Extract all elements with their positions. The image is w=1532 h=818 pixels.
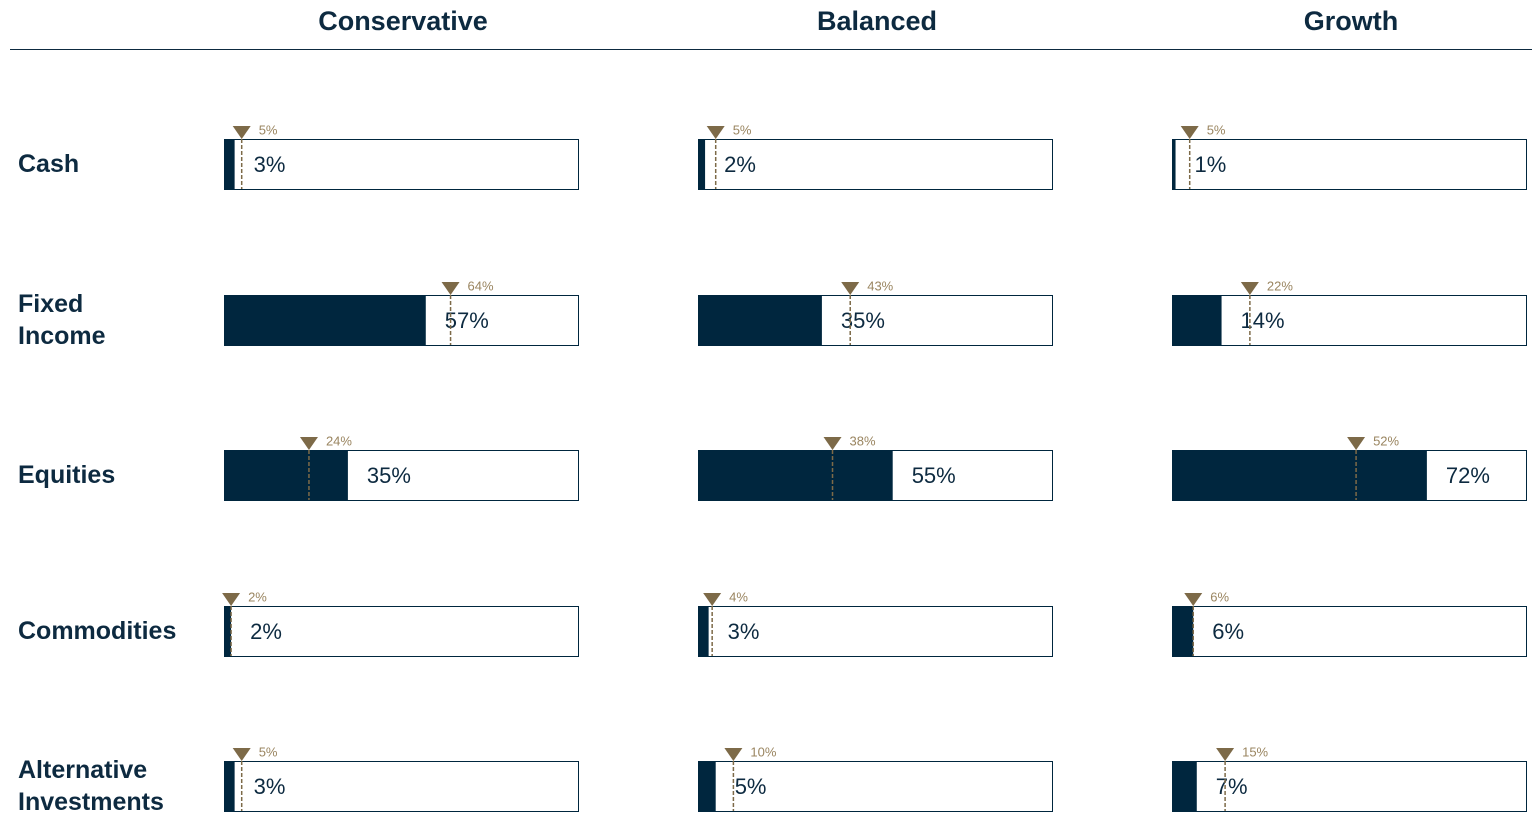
bar [1172, 761, 1197, 812]
value-label: 3% [728, 619, 760, 644]
target-marker [232, 126, 251, 139]
value-label: 35% [841, 308, 885, 333]
target-marker [1347, 437, 1366, 450]
row-label: Fixed Income [18, 290, 106, 350]
bar [698, 606, 709, 657]
bar-frame [1172, 761, 1527, 812]
value-label: 2% [724, 152, 756, 177]
bar [698, 450, 893, 501]
value-label: 72% [1446, 463, 1490, 488]
target-marker [724, 748, 743, 761]
value-label: 57% [445, 308, 489, 333]
bar [1172, 606, 1194, 657]
bar-frame [224, 606, 579, 657]
target-marker [706, 126, 725, 139]
bar [1172, 450, 1427, 501]
bar [1172, 139, 1176, 190]
row-label: Equities [18, 461, 116, 489]
value-label: 3% [254, 774, 286, 799]
value-label: 55% [912, 463, 956, 488]
target-marker [299, 437, 318, 450]
column-title: Conservative [318, 6, 488, 36]
row-label: Alternative Investments [18, 756, 164, 816]
bar [698, 761, 716, 812]
bar [224, 139, 235, 190]
target-marker [441, 282, 460, 295]
bar-frame [1172, 606, 1527, 657]
row-label: Commodities [18, 617, 177, 645]
target-label: 24% [326, 433, 352, 448]
bar-frame [224, 139, 579, 190]
value-label: 3% [254, 152, 286, 177]
bar-frame [1172, 295, 1527, 346]
value-label: 5% [735, 774, 767, 799]
target-label: 5% [259, 744, 278, 759]
target-label: 6% [1210, 589, 1229, 604]
bar [224, 295, 426, 346]
target-marker [703, 593, 722, 606]
target-label: 64% [468, 278, 494, 293]
row-label: Cash [18, 150, 80, 178]
bar-frame [224, 761, 579, 812]
bar [224, 606, 232, 657]
target-label: 15% [1242, 744, 1268, 759]
bar [1172, 295, 1222, 346]
target-marker [1180, 126, 1199, 139]
column-title: Balanced [817, 6, 937, 36]
value-label: 1% [1195, 152, 1227, 177]
target-label: 2% [248, 589, 267, 604]
target-label: 4% [729, 589, 748, 604]
target-label: 5% [733, 122, 752, 137]
target-marker [823, 437, 842, 450]
bar [224, 761, 235, 812]
value-label: 14% [1241, 308, 1285, 333]
target-label: 5% [259, 122, 278, 137]
bar-frame [698, 606, 1053, 657]
bar [224, 450, 348, 501]
target-label: 10% [750, 744, 776, 759]
target-marker [232, 748, 251, 761]
value-label: 2% [250, 619, 282, 644]
target-label: 22% [1267, 278, 1293, 293]
target-label: 5% [1207, 122, 1226, 137]
target-marker [1216, 748, 1235, 761]
bar [698, 295, 822, 346]
bar-frame [698, 139, 1053, 190]
target-marker [841, 282, 860, 295]
target-marker [1240, 282, 1259, 295]
bar [698, 139, 706, 190]
value-label: 6% [1212, 619, 1244, 644]
target-marker [1184, 593, 1203, 606]
target-marker [222, 593, 241, 606]
target-label: 38% [850, 433, 876, 448]
target-label: 43% [867, 278, 893, 293]
value-label: 35% [367, 463, 411, 488]
value-label: 7% [1216, 774, 1248, 799]
target-label: 52% [1373, 433, 1399, 448]
bar-frame [1172, 139, 1527, 190]
bar-frame [698, 761, 1053, 812]
column-title: Growth [1304, 6, 1399, 36]
